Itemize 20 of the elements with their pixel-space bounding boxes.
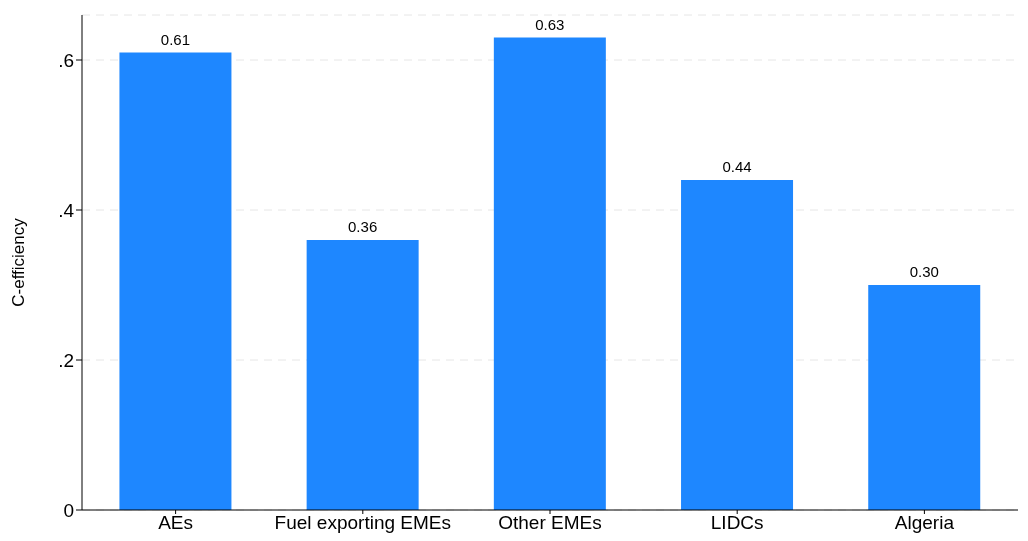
bar bbox=[868, 285, 981, 510]
data-label: 0.44 bbox=[722, 158, 752, 175]
y-tick-label: .4 bbox=[58, 199, 75, 221]
x-tick-label: AEs bbox=[158, 512, 194, 534]
x-tick-label: LIDCs bbox=[710, 512, 764, 534]
x-tick-label: Fuel exporting EMEs bbox=[274, 512, 451, 534]
data-label: 0.30 bbox=[909, 263, 939, 280]
y-tick-label: .6 bbox=[58, 49, 74, 71]
bar bbox=[306, 240, 419, 510]
y-axis-title: C-efficiency bbox=[9, 217, 29, 307]
x-tick-label: Algeria bbox=[894, 512, 955, 534]
data-label: 0.61 bbox=[160, 30, 191, 48]
bar bbox=[681, 180, 794, 510]
data-label: 0.63 bbox=[535, 15, 565, 33]
x-tick-label: Other EMEs bbox=[498, 512, 602, 534]
bar bbox=[119, 52, 232, 510]
data-label: 0.36 bbox=[348, 218, 378, 235]
y-tick-label: 0 bbox=[63, 499, 74, 521]
y-tick-label: .2 bbox=[58, 349, 74, 371]
bar bbox=[493, 37, 606, 510]
